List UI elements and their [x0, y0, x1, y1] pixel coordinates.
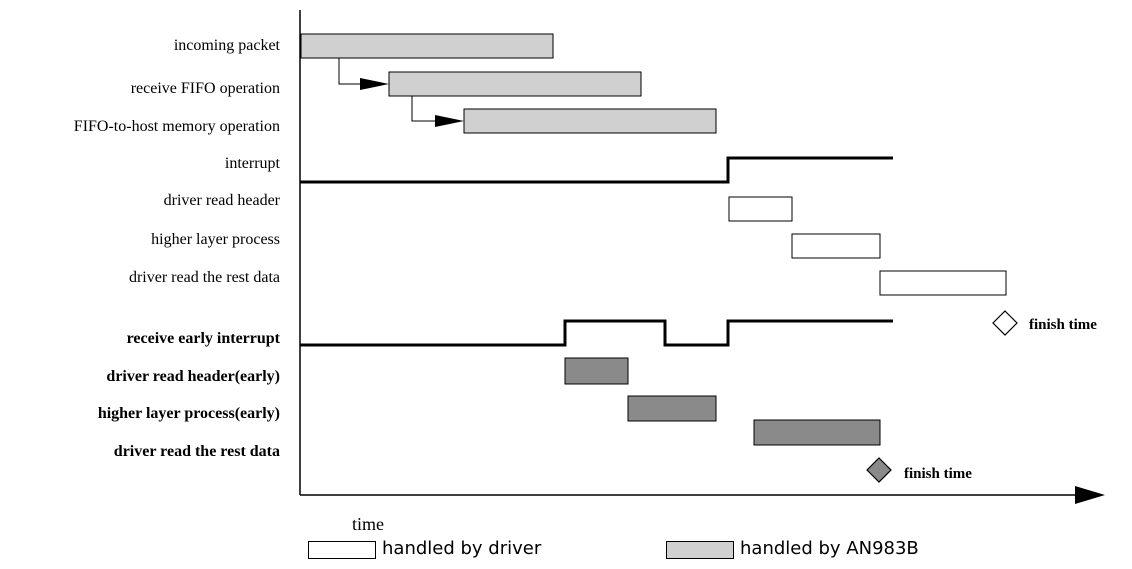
arrow-packet-to-fifo-head: [360, 78, 389, 90]
finish-time-label-normal: finish time: [1029, 317, 1097, 333]
x-axis-label: time: [352, 514, 384, 534]
row-label-interrupt: interrupt: [224, 155, 280, 172]
bar-fifo-to-host: [463, 108, 717, 134]
legend-swatch-an983b: [666, 541, 734, 559]
bar-incoming-packet: [300, 33, 554, 59]
bar-driver-read-rest: [879, 270, 1007, 296]
row-label-higher-layer-early: higher layer process(early): [97, 405, 280, 422]
signal-interrupt: [300, 156, 893, 184]
row-label-incoming-packet: incoming packet: [173, 37, 280, 54]
legend-label-an983b: handled by AN983B: [740, 538, 919, 559]
bar-driver-read-rest-early: [753, 419, 881, 446]
signal-early-interrupt: [300, 319, 893, 347]
legend-swatch-driver: [308, 541, 376, 559]
bar-driver-read-header-early: [564, 357, 629, 385]
row-label-driver-read-rest-early: driver read the rest data: [113, 443, 280, 460]
bar-driver-read-header: [728, 196, 793, 222]
row-label-driver-read-header: driver read header: [163, 192, 280, 209]
arrow-fifo-to-host-head: [435, 115, 464, 127]
arrow-fifo-to-host: [411, 96, 452, 122]
bar-receive-fifo: [388, 71, 642, 97]
row-label-higher-layer-process: higher layer process: [151, 231, 280, 248]
row-label-driver-read-rest: driver read the rest data: [128, 269, 280, 286]
row-label-fifo-to-host: FIFO-to-host memory operation: [73, 118, 280, 135]
bar-higher-layer-process: [791, 233, 881, 259]
row-label-receive-early-interrupt: receive early interrupt: [126, 330, 280, 347]
bar-higher-layer-early: [627, 395, 717, 422]
finish-diamond-gray: [866, 457, 892, 483]
finish-diamond-white: [992, 310, 1018, 336]
row-label-receive-fifo: receive FIFO operation: [130, 80, 280, 97]
finish-time-label-early: finish time: [904, 466, 972, 482]
row-label-driver-read-header-early: driver read header(early): [106, 368, 280, 385]
arrow-packet-to-fifo: [338, 58, 378, 85]
x-axis-arrowhead: [1075, 486, 1105, 504]
legend-label-driver: handled by driver: [382, 538, 542, 559]
